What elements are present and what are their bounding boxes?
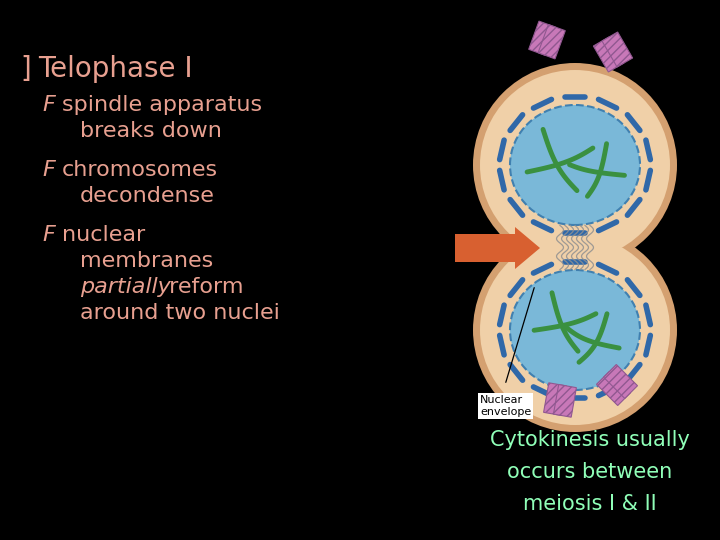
- Bar: [554, 384, 577, 417]
- Text: spindle apparatus: spindle apparatus: [62, 95, 262, 115]
- Text: F: F: [42, 160, 55, 180]
- Text: nuclear: nuclear: [62, 225, 145, 245]
- Ellipse shape: [510, 270, 640, 390]
- Text: partially: partially: [80, 277, 171, 297]
- Bar: [603, 364, 637, 399]
- Text: Telophase I: Telophase I: [38, 55, 193, 83]
- Text: chromosomes: chromosomes: [62, 160, 218, 180]
- Bar: [538, 24, 565, 59]
- Text: F: F: [42, 225, 55, 245]
- Ellipse shape: [480, 70, 670, 260]
- Text: around two nuclei: around two nuclei: [80, 303, 280, 323]
- Text: meiosis I & II: meiosis I & II: [523, 494, 657, 514]
- Ellipse shape: [473, 63, 677, 267]
- Ellipse shape: [510, 105, 640, 225]
- Bar: [593, 37, 624, 72]
- Text: F: F: [42, 95, 55, 115]
- Ellipse shape: [480, 235, 670, 425]
- Text: Cytokinesis usually: Cytokinesis usually: [490, 430, 690, 450]
- Text: membranes: membranes: [80, 251, 213, 271]
- Bar: [596, 372, 631, 406]
- Text: decondense: decondense: [80, 186, 215, 206]
- Text: ]: ]: [18, 55, 35, 83]
- Text: reform: reform: [162, 277, 243, 297]
- Text: occurs between: occurs between: [508, 462, 672, 482]
- Bar: [602, 32, 633, 67]
- Text: Nuclear
envelope: Nuclear envelope: [480, 395, 531, 416]
- Ellipse shape: [473, 228, 677, 432]
- FancyArrow shape: [455, 227, 540, 269]
- Bar: [553, 193, 597, 302]
- Text: breaks down: breaks down: [80, 121, 222, 141]
- Bar: [545, 217, 605, 278]
- Bar: [528, 21, 556, 56]
- Bar: [544, 383, 567, 415]
